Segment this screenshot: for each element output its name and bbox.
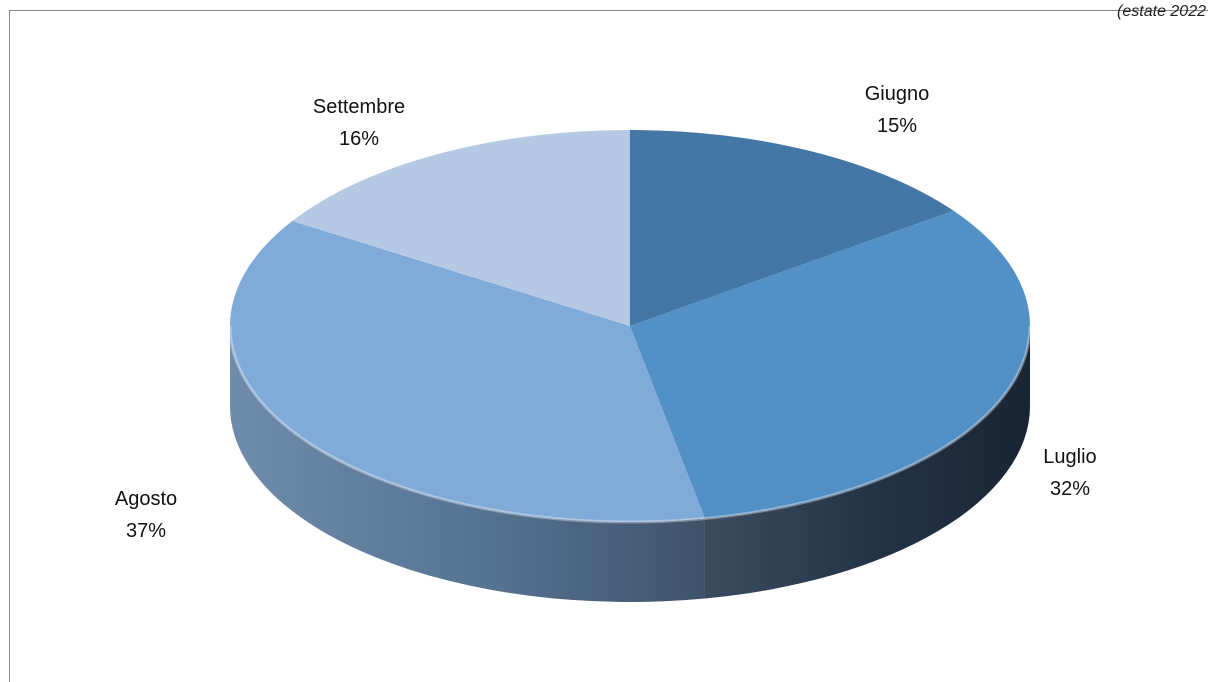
pie-label-agosto: Agosto (115, 488, 177, 510)
pie-side-layer (230, 326, 1030, 603)
pie-slice-settembre (292, 130, 630, 326)
chart-corner-note: (estate 2022 (1117, 3, 1206, 20)
pie-percent-giugno: 15% (877, 115, 917, 137)
pie-slice-giugno (630, 130, 954, 326)
pie-rim-highlight (228, 325, 1032, 524)
pie-percent-agosto: 37% (126, 520, 166, 542)
pie-slice-agosto (229, 220, 705, 523)
pie-slice-luglio (630, 210, 1030, 519)
pie-label-luglio: Luglio (1043, 446, 1096, 468)
pie-percent-settembre: 16% (339, 128, 379, 150)
pie-top-layer (228, 130, 1032, 524)
pie-percent-luglio: 32% (1050, 478, 1090, 500)
pie-side-shade-luglio (704, 326, 1030, 599)
chart-frame: (estate 2022 (9, 3, 1208, 682)
pie-side-shade-agosto (230, 326, 705, 603)
pie-label-settembre: Settembre (313, 96, 405, 118)
pie-label-giugno: Giugno (865, 83, 930, 105)
pie-label-layer: Giugno 15% Luglio 32% Agosto 37% Settembre 16% (115, 83, 1097, 542)
